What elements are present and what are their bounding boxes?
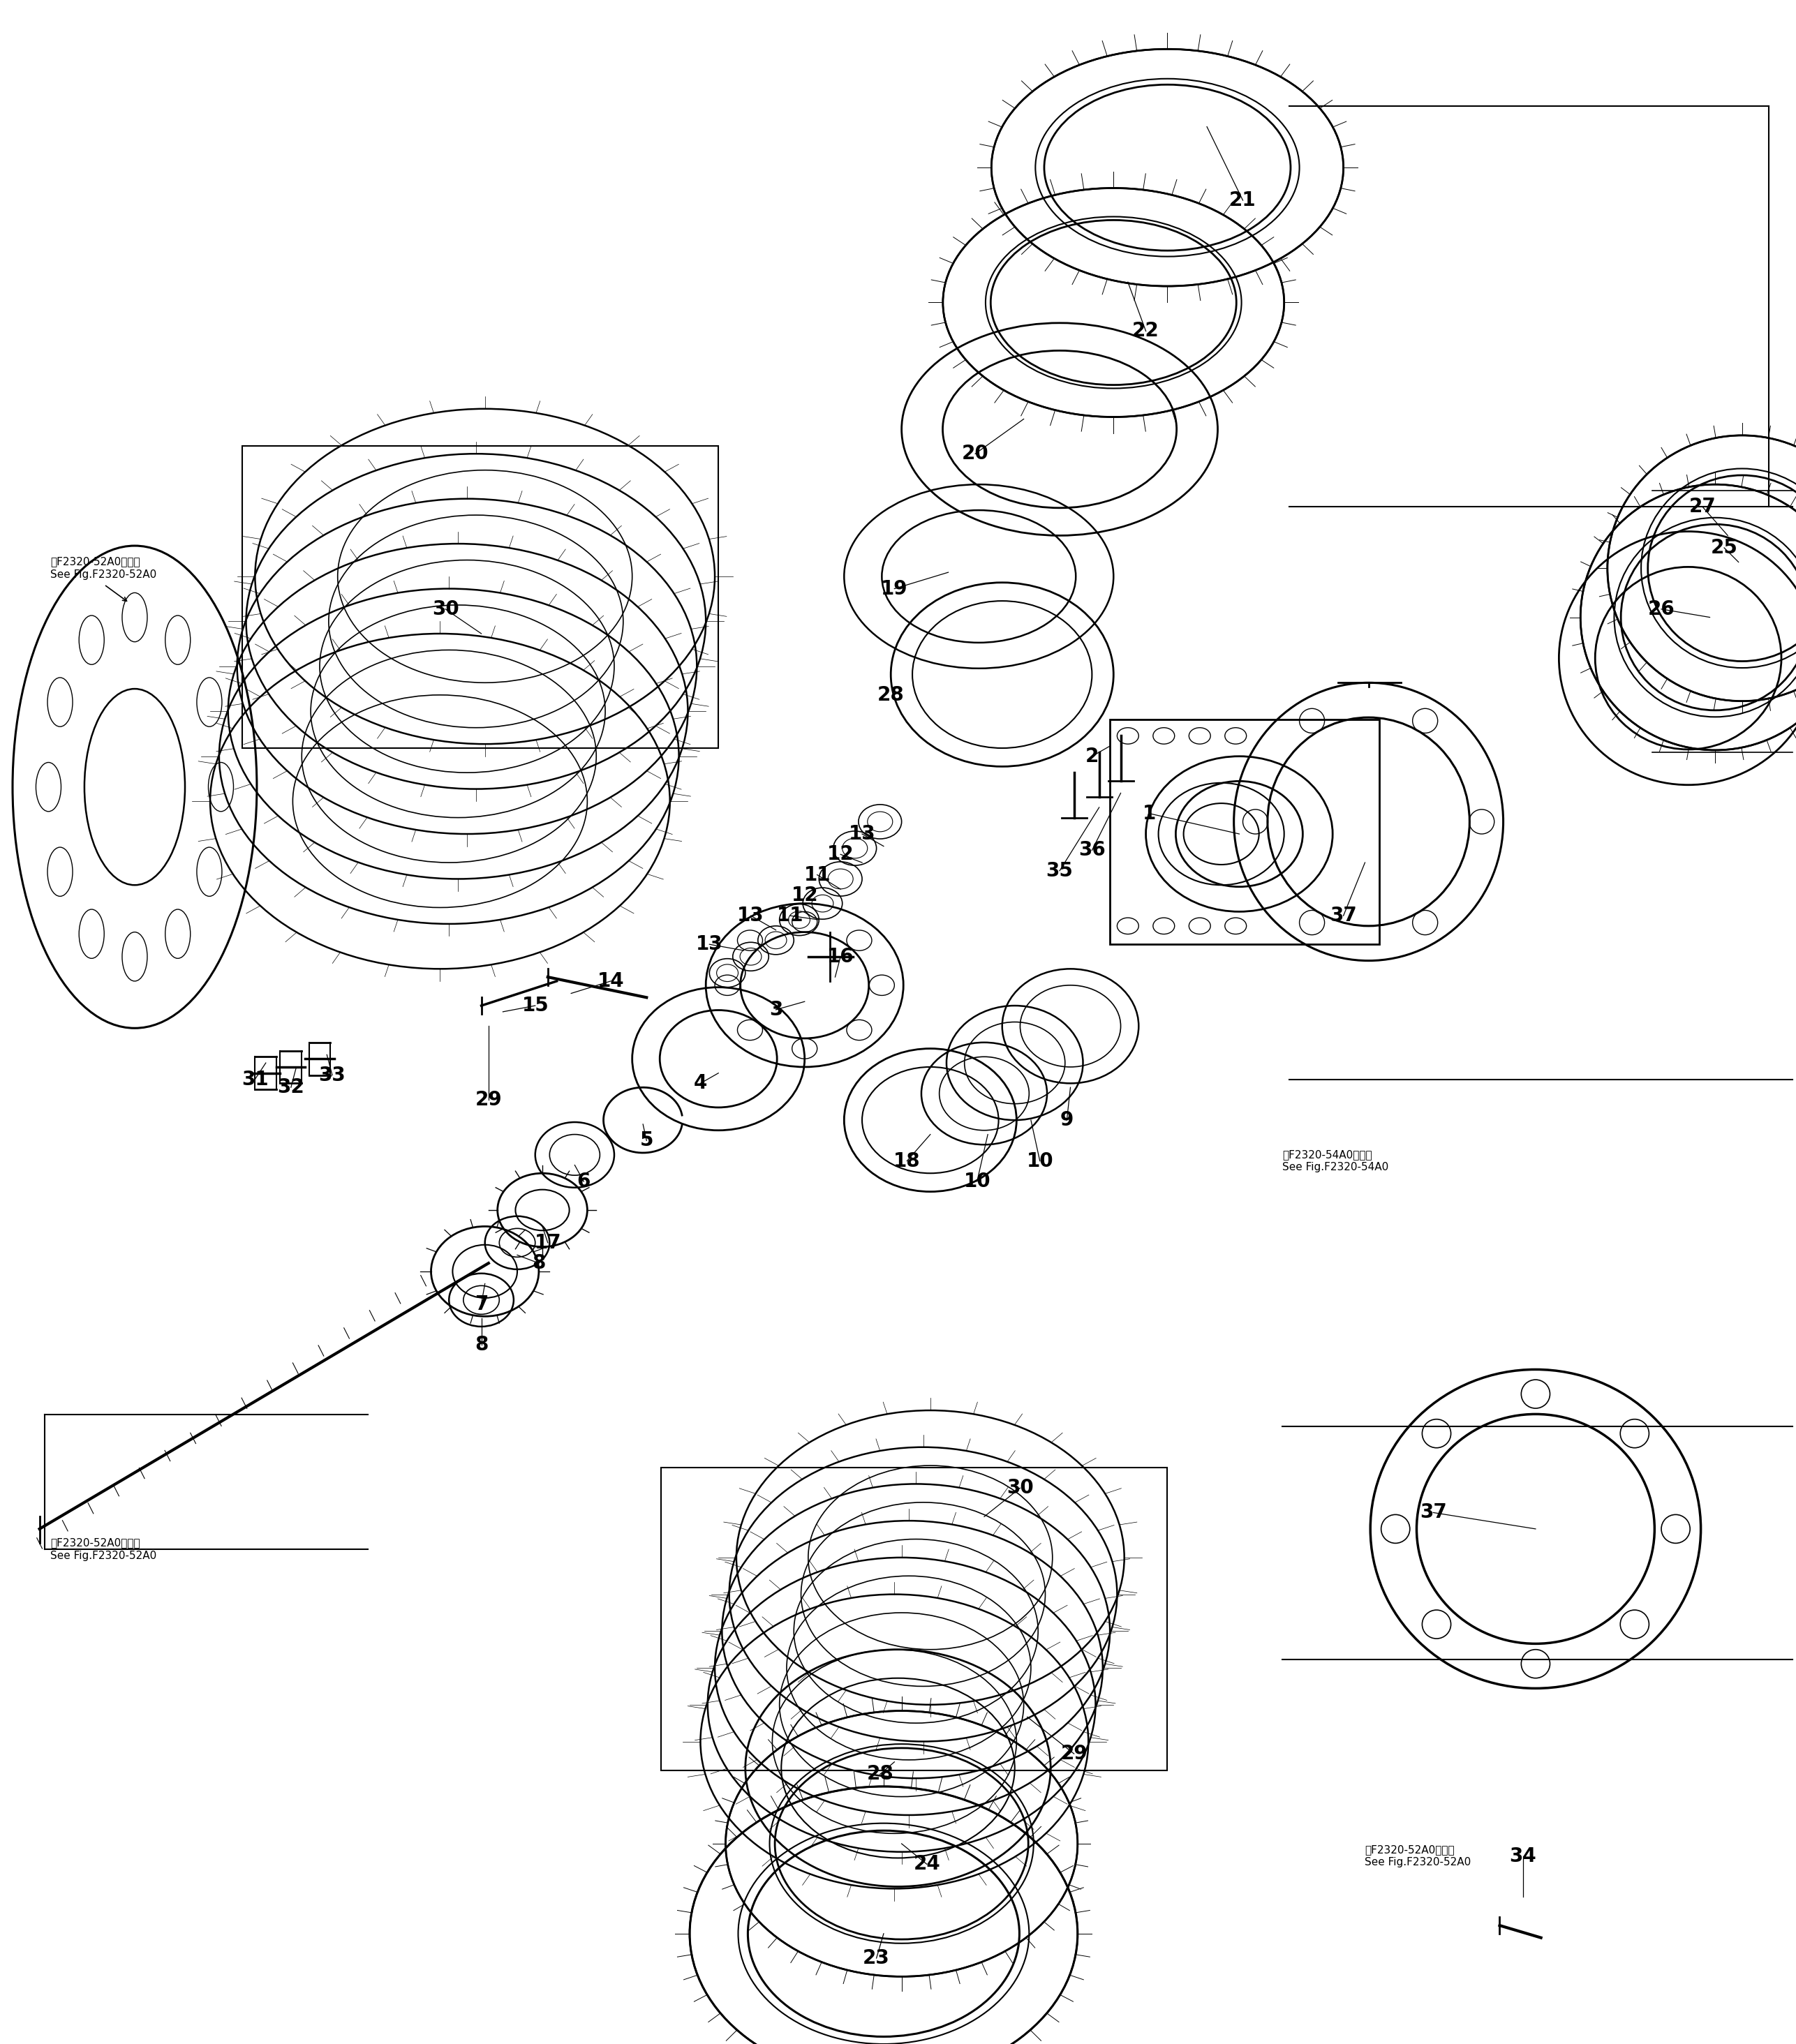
Text: 36: 36 bbox=[1078, 840, 1106, 861]
Text: 37: 37 bbox=[1329, 905, 1358, 926]
Text: 35: 35 bbox=[1045, 861, 1074, 881]
Text: 34: 34 bbox=[1509, 1846, 1537, 1866]
Text: 29: 29 bbox=[1060, 1744, 1088, 1764]
Text: 17: 17 bbox=[533, 1233, 562, 1253]
Text: 13: 13 bbox=[736, 905, 765, 926]
Text: 12: 12 bbox=[790, 885, 819, 905]
Text: 第F2320-52A0図参照
See Fig.F2320-52A0: 第F2320-52A0図参照 See Fig.F2320-52A0 bbox=[50, 1537, 156, 1562]
Text: 18: 18 bbox=[893, 1151, 921, 1171]
Bar bbox=[242, 446, 718, 748]
Text: 10: 10 bbox=[963, 1171, 991, 1192]
Text: 31: 31 bbox=[241, 1069, 269, 1089]
Text: 11: 11 bbox=[778, 905, 803, 926]
Text: 1: 1 bbox=[1142, 803, 1157, 824]
Text: 30: 30 bbox=[1006, 1478, 1034, 1498]
Text: 第F2320-52A0図参照
See Fig.F2320-52A0: 第F2320-52A0図参照 See Fig.F2320-52A0 bbox=[50, 556, 156, 580]
Bar bbox=[1110, 719, 1379, 944]
Bar bbox=[661, 1468, 1167, 1770]
Text: 10: 10 bbox=[1026, 1151, 1054, 1171]
Text: 7: 7 bbox=[474, 1294, 489, 1314]
Text: 33: 33 bbox=[318, 1065, 347, 1085]
Text: 26: 26 bbox=[1647, 599, 1676, 619]
Text: 25: 25 bbox=[1710, 538, 1739, 558]
Text: 28: 28 bbox=[866, 1764, 894, 1784]
Text: 14: 14 bbox=[596, 971, 625, 991]
Text: 19: 19 bbox=[882, 578, 907, 599]
Text: 22: 22 bbox=[1131, 321, 1160, 341]
Text: 13: 13 bbox=[695, 934, 724, 955]
Text: 16: 16 bbox=[826, 946, 855, 967]
Text: 23: 23 bbox=[862, 1948, 891, 1968]
Text: 6: 6 bbox=[577, 1171, 591, 1192]
Text: 28: 28 bbox=[876, 685, 905, 705]
Text: 29: 29 bbox=[474, 1089, 503, 1110]
Text: 21: 21 bbox=[1228, 190, 1257, 211]
Text: 11: 11 bbox=[805, 865, 830, 885]
Text: 24: 24 bbox=[912, 1854, 941, 1874]
Text: 20: 20 bbox=[961, 444, 990, 464]
Text: 15: 15 bbox=[521, 995, 550, 1016]
Text: 9: 9 bbox=[1060, 1110, 1074, 1130]
Text: 27: 27 bbox=[1688, 497, 1717, 517]
Text: 2: 2 bbox=[1085, 746, 1099, 766]
Text: 3: 3 bbox=[769, 1000, 783, 1020]
Text: 5: 5 bbox=[639, 1130, 654, 1151]
Text: 4: 4 bbox=[693, 1073, 708, 1094]
Text: 8: 8 bbox=[474, 1335, 489, 1355]
Text: 30: 30 bbox=[431, 599, 460, 619]
Text: 12: 12 bbox=[826, 844, 855, 865]
Text: 37: 37 bbox=[1419, 1502, 1448, 1523]
Text: 第F2320-52A0図参照
See Fig.F2320-52A0: 第F2320-52A0図参照 See Fig.F2320-52A0 bbox=[1365, 1844, 1471, 1868]
Text: 8: 8 bbox=[532, 1253, 546, 1273]
Text: 第F2320-54A0図参照
See Fig.F2320-54A0: 第F2320-54A0図参照 See Fig.F2320-54A0 bbox=[1282, 1149, 1388, 1173]
Text: 13: 13 bbox=[848, 824, 876, 844]
Text: 32: 32 bbox=[277, 1077, 305, 1098]
